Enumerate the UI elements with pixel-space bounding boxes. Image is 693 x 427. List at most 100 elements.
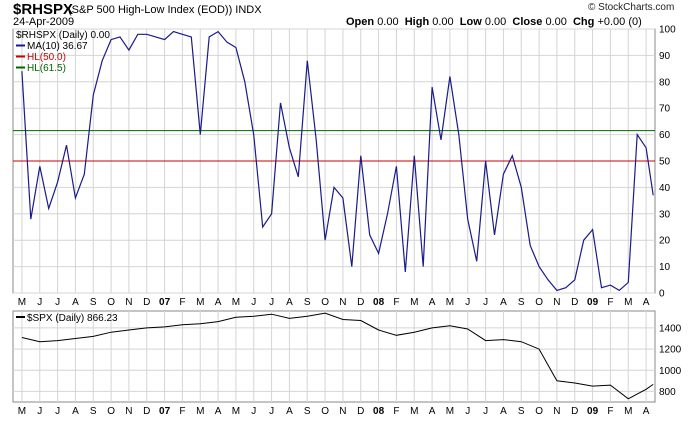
x-tick-label: J xyxy=(465,406,470,417)
x-tick-label: 07 xyxy=(159,406,171,417)
x-tick-label: F xyxy=(179,406,185,417)
y-tick-label: 40 xyxy=(659,183,671,194)
x-tick-label: F xyxy=(393,406,399,417)
x-tick-label: A xyxy=(286,297,293,308)
x-tick-label: J xyxy=(269,297,274,308)
x-tick-label: J xyxy=(465,297,470,308)
y-tick-label: 1200 xyxy=(659,345,682,356)
x-tick-label: A xyxy=(215,406,222,417)
x-tick-label: M xyxy=(446,297,454,308)
y-tick-label: 1000 xyxy=(659,366,682,377)
x-tick-label: M xyxy=(196,406,204,417)
x-tick-label: O xyxy=(107,297,115,308)
legend-entry: $RHSPX (Daily) 0.00 xyxy=(16,30,110,41)
x-tick-label: A xyxy=(500,297,507,308)
x-tick-label: M xyxy=(624,406,632,417)
x-tick-label: M xyxy=(196,297,204,308)
x-tick-label: N xyxy=(553,297,560,308)
x-tick-label: F xyxy=(607,297,613,308)
x-tick-label: D xyxy=(143,297,150,308)
legend-entry: MA(10) 36.67 xyxy=(27,41,88,52)
y-tick-label: 80 xyxy=(659,77,671,88)
x-tick-label: J xyxy=(483,297,488,308)
x-tick-label: D xyxy=(571,297,578,308)
x-tick-label: J xyxy=(55,297,60,308)
x-tick-label: N xyxy=(125,406,132,417)
spx-series-line xyxy=(21,312,654,400)
x-tick-label: 08 xyxy=(373,406,385,417)
close-label: Close xyxy=(512,16,543,28)
x-tick-label: 09 xyxy=(587,406,599,417)
stockcharts-brand[interactable]: © StockCharts.com xyxy=(588,2,675,13)
x-tick-label: F xyxy=(607,406,613,417)
x-tick-label: D xyxy=(571,406,578,417)
x-tick-label: D xyxy=(143,406,150,417)
x-tick-label: O xyxy=(107,406,115,417)
chg-label: Chg xyxy=(572,16,595,28)
x-tick-label: J xyxy=(55,406,60,417)
y-tick-label: 10 xyxy=(659,262,671,273)
legend-entry: $SPX (Daily) 866.23 xyxy=(27,313,118,324)
x-tick-label: S xyxy=(518,406,525,417)
x-tick-label: F xyxy=(393,297,399,308)
chg-value: +0.00 (0) xyxy=(597,16,642,28)
chart-date: 24-Apr-2009 xyxy=(13,16,75,28)
x-tick-label: J xyxy=(251,297,256,308)
y-tick-label: 20 xyxy=(659,236,671,247)
y-tick-label: 60 xyxy=(659,130,671,141)
x-tick-label: M xyxy=(624,297,632,308)
x-tick-label: A xyxy=(643,406,650,417)
x-tick-label: N xyxy=(125,297,132,308)
x-tick-label: O xyxy=(535,297,543,308)
open-label: Open xyxy=(346,16,375,28)
x-tick-label: O xyxy=(535,406,543,417)
x-tick-label: A xyxy=(215,297,222,308)
ma10-series-line xyxy=(21,30,654,292)
open-value: 0.00 xyxy=(377,16,399,28)
x-tick-label: A xyxy=(286,406,293,417)
legend-entry: HL(50.0) xyxy=(27,52,66,63)
x-tick-label: S xyxy=(90,297,97,308)
x-tick-label: O xyxy=(321,406,329,417)
x-tick-label: M xyxy=(232,406,240,417)
x-tick-label: A xyxy=(72,297,79,308)
x-tick-label: A xyxy=(429,297,436,308)
y-tick-label: 0 xyxy=(659,289,665,300)
x-tick-label: M xyxy=(232,297,240,308)
x-tick-label: D xyxy=(357,297,364,308)
y-tick-label: 100 xyxy=(659,25,676,36)
x-tick-label: N xyxy=(339,297,346,308)
high-label: High xyxy=(404,16,430,28)
x-tick-label: D xyxy=(357,406,364,417)
legend-entry: HL(61.5) xyxy=(27,63,66,74)
y-tick-label: 30 xyxy=(659,209,671,220)
close-value: 0.00 xyxy=(545,16,567,28)
x-tick-label: J xyxy=(483,406,488,417)
spx-panel: M J J A S O N D 07 F M A M J J A S O N D 08 F M A M J J A S O N D 09 F M A8… xyxy=(12,310,682,417)
x-tick-label: S xyxy=(90,406,97,417)
x-tick-label: A xyxy=(500,406,507,417)
symbol-title: $RHSPX xyxy=(13,1,74,18)
rhspx-panel: M J J A S O N D 07 F M A M J J A S O N D 08 F M A M J J A S O N D 09 F M A0… xyxy=(12,25,676,308)
x-tick-label: J xyxy=(37,297,42,308)
x-tick-label: M xyxy=(18,406,26,417)
y-tick-label: 90 xyxy=(659,51,671,62)
y-tick-label: 70 xyxy=(659,104,671,115)
x-tick-label: J xyxy=(251,406,256,417)
high-value: 0.00 xyxy=(432,16,454,28)
ohlc-readout: Open 0.00 High 0.00 Low 0.00 Close 0.00 … xyxy=(346,16,642,28)
x-tick-label: 07 xyxy=(159,297,171,308)
y-tick-label: 50 xyxy=(659,157,671,168)
x-tick-label: O xyxy=(321,297,329,308)
x-tick-label: A xyxy=(429,406,436,417)
x-tick-label: N xyxy=(553,406,560,417)
x-tick-label: M xyxy=(18,297,26,308)
x-tick-label: A xyxy=(72,406,79,417)
x-tick-label: M xyxy=(410,406,418,417)
x-tick-label: A xyxy=(643,297,650,308)
y-tick-label: 800 xyxy=(659,387,676,398)
plot-frame xyxy=(12,310,656,403)
x-tick-label: N xyxy=(339,406,346,417)
x-tick-label: S xyxy=(518,297,525,308)
